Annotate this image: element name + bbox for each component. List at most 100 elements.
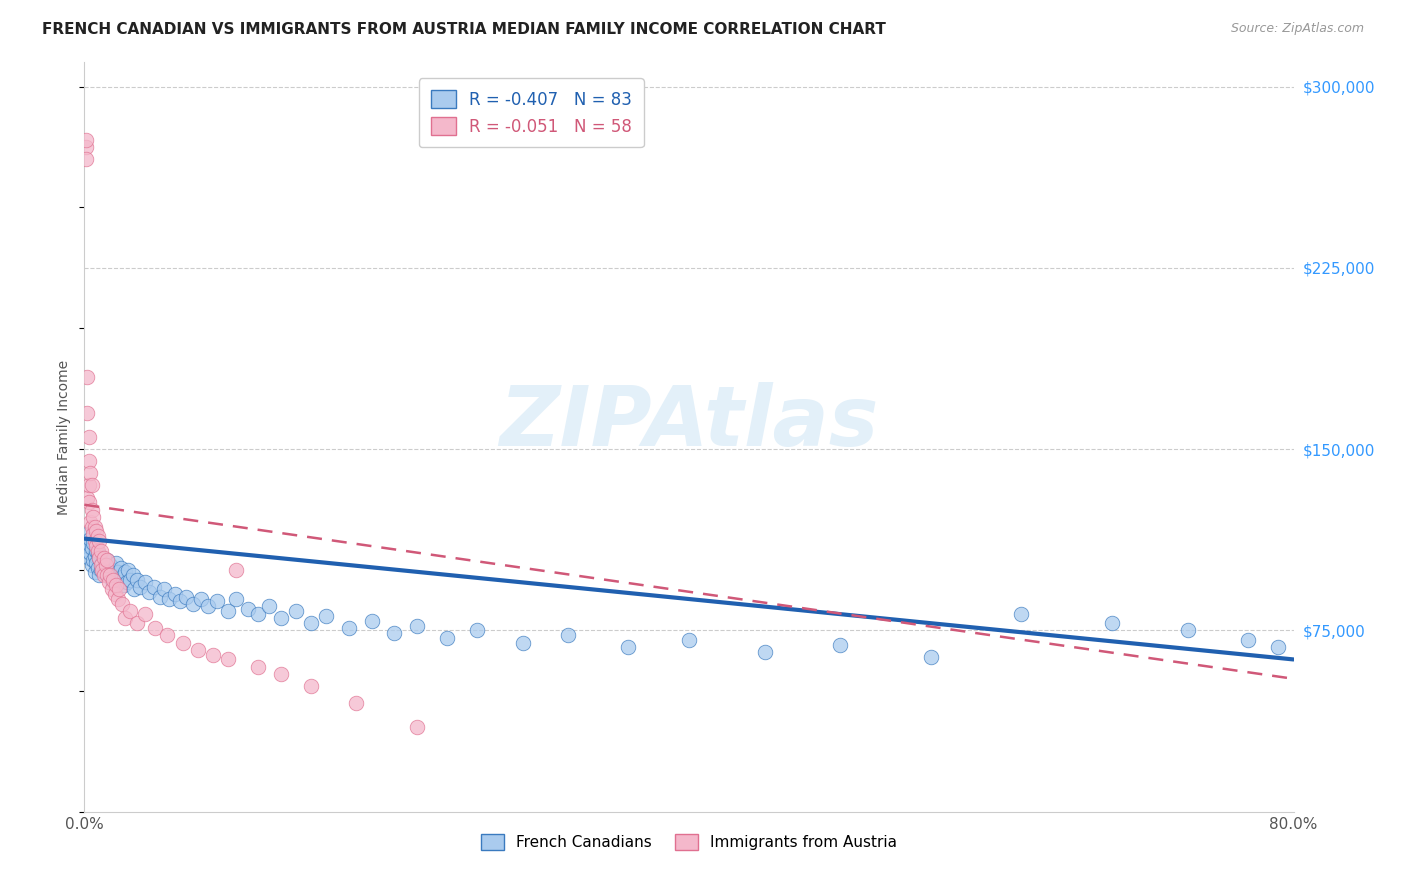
Point xyxy=(169,594,191,608)
Point xyxy=(174,590,197,604)
Point xyxy=(104,587,127,601)
Point xyxy=(153,582,176,597)
Point xyxy=(86,524,108,539)
Point xyxy=(84,566,107,580)
Point xyxy=(80,519,103,533)
Point xyxy=(97,567,120,582)
Point xyxy=(337,621,360,635)
Point xyxy=(107,592,129,607)
Point xyxy=(84,549,107,563)
Point xyxy=(197,599,219,614)
Point xyxy=(96,553,118,567)
Point xyxy=(79,546,101,560)
Point xyxy=(80,541,103,556)
Point xyxy=(678,633,700,648)
Point xyxy=(100,573,122,587)
Point xyxy=(285,604,308,618)
Point xyxy=(100,582,122,597)
Point xyxy=(82,536,104,550)
Point xyxy=(406,720,429,734)
Point xyxy=(129,580,152,594)
Point xyxy=(1011,607,1033,621)
Point xyxy=(165,587,187,601)
Point xyxy=(190,592,212,607)
Point xyxy=(134,607,156,621)
Point xyxy=(80,558,103,573)
Point xyxy=(127,573,149,587)
Point xyxy=(315,609,337,624)
Point xyxy=(270,667,292,681)
Point xyxy=(82,509,104,524)
Point xyxy=(217,652,239,666)
Point xyxy=(76,543,98,558)
Point xyxy=(187,642,209,657)
Point xyxy=(201,648,224,662)
Point xyxy=(96,553,118,567)
Point xyxy=(217,604,239,618)
Point xyxy=(299,616,322,631)
Point xyxy=(82,553,104,567)
Point xyxy=(87,543,110,558)
Point xyxy=(346,696,368,710)
Point xyxy=(82,526,104,541)
Point xyxy=(225,563,247,577)
Point xyxy=(142,580,165,594)
Point xyxy=(127,616,149,631)
Point xyxy=(77,539,100,553)
Point xyxy=(79,467,101,481)
Point xyxy=(156,628,179,642)
Point xyxy=(1177,624,1199,638)
Point xyxy=(236,601,259,615)
Point xyxy=(76,369,98,384)
Point xyxy=(97,575,120,590)
Point xyxy=(114,566,136,580)
Point xyxy=(96,567,118,582)
Point xyxy=(115,575,138,590)
Point xyxy=(1101,616,1123,631)
Point xyxy=(114,611,136,625)
Point xyxy=(87,560,110,574)
Point xyxy=(112,577,135,591)
Point xyxy=(830,638,852,652)
Point xyxy=(79,532,101,546)
Point xyxy=(108,582,131,597)
Point xyxy=(138,584,160,599)
Point xyxy=(172,635,194,649)
Point xyxy=(382,625,405,640)
Point xyxy=(111,597,134,611)
Point xyxy=(86,556,108,570)
Point xyxy=(98,567,121,582)
Point xyxy=(467,624,489,638)
Point xyxy=(80,478,103,492)
Point xyxy=(360,614,382,628)
Point xyxy=(93,566,115,580)
Point xyxy=(247,607,270,621)
Point xyxy=(617,640,640,655)
Point xyxy=(79,515,101,529)
Point xyxy=(75,534,97,549)
Y-axis label: Median Family Income: Median Family Income xyxy=(58,359,72,515)
Point xyxy=(75,133,97,147)
Point xyxy=(145,621,167,635)
Point xyxy=(101,573,124,587)
Point xyxy=(91,556,114,570)
Point xyxy=(87,529,110,543)
Point xyxy=(512,635,534,649)
Point xyxy=(181,597,204,611)
Point xyxy=(118,604,141,618)
Point xyxy=(75,152,97,166)
Point xyxy=(77,454,100,468)
Point xyxy=(225,592,247,607)
Point xyxy=(93,567,115,582)
Point xyxy=(134,575,156,590)
Point xyxy=(121,567,143,582)
Point xyxy=(104,570,127,584)
Text: Source: ZipAtlas.com: Source: ZipAtlas.com xyxy=(1230,22,1364,36)
Point xyxy=(101,563,124,577)
Point xyxy=(76,406,98,420)
Point xyxy=(93,550,115,565)
Point xyxy=(87,546,110,560)
Point xyxy=(90,563,112,577)
Point xyxy=(91,563,114,577)
Point xyxy=(90,558,112,573)
